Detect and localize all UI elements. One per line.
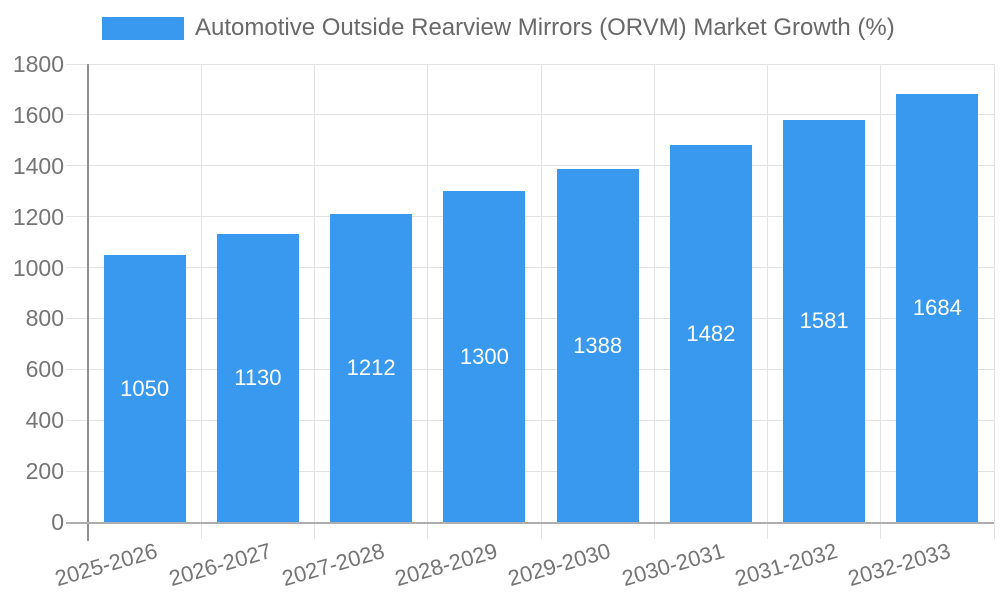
h-gridline [66, 368, 994, 370]
bar-value-label: 1130 [234, 365, 282, 390]
v-gridline [880, 64, 882, 539]
h-gridline [66, 165, 994, 167]
bar [443, 191, 526, 522]
y-tick-label: 1800 [12, 51, 64, 77]
v-gridline [653, 64, 655, 539]
bar-value-label: 1300 [459, 343, 509, 369]
h-gridline [66, 216, 994, 218]
bar-value-label: 1581 [799, 308, 849, 333]
v-gridline [200, 64, 202, 539]
bar [216, 234, 299, 522]
bar [103, 255, 186, 522]
bar-value-label: 1050 [120, 375, 170, 401]
bar-value-label: 1388 [573, 332, 623, 358]
h-gridline [66, 470, 994, 472]
y-tick-label: 0 [51, 509, 64, 535]
x-axis-line [66, 522, 994, 524]
x-tick-label: 2031-2032 [731, 538, 841, 592]
x-tick-label: 2026-2027 [165, 538, 274, 592]
x-tick-label: 2029-2030 [505, 538, 614, 592]
h-gridline [66, 267, 994, 269]
bar-value-label: 1212 [346, 355, 396, 380]
bar-value-label: 1482 [686, 320, 736, 346]
bar [783, 120, 866, 522]
h-gridline [66, 114, 994, 116]
v-gridline [767, 64, 768, 539]
y-tick-label: 1400 [12, 152, 64, 179]
v-gridline [540, 64, 542, 539]
v-gridline [993, 64, 995, 539]
legend-label: Automotive Outside Rearview Mirrors (ORV… [195, 14, 895, 41]
x-tick-label: 2028-2029 [392, 538, 501, 592]
y-tick-label: 1600 [12, 101, 64, 128]
y-tick-label: 1200 [12, 203, 64, 230]
y-tick-label: 200 [25, 458, 64, 485]
h-gridline [66, 63, 994, 65]
bar [896, 94, 979, 522]
x-tick-label: 2030-2031 [618, 538, 727, 592]
y-tick-label: 1000 [12, 254, 64, 281]
bar [330, 214, 413, 522]
h-gridline [66, 317, 994, 319]
x-tick-label: 2025-2026 [52, 538, 161, 592]
y-tick-label: 600 [25, 356, 64, 383]
v-gridline [314, 64, 315, 539]
x-tick-label: 2032-2033 [845, 538, 954, 592]
bar [556, 169, 639, 522]
bar [669, 145, 752, 522]
y-axis-line [87, 64, 89, 541]
v-gridline [427, 64, 429, 539]
x-tick-label: 2027-2028 [278, 538, 388, 592]
h-gridline [66, 419, 994, 421]
legend-swatch [102, 16, 184, 40]
y-tick-label: 400 [25, 407, 64, 434]
y-tick-label: 800 [25, 305, 64, 332]
bar-value-label: 1684 [912, 295, 962, 320]
legend-item[interactable]: Automotive Outside Rearview Mirrors (ORV… [102, 14, 895, 42]
